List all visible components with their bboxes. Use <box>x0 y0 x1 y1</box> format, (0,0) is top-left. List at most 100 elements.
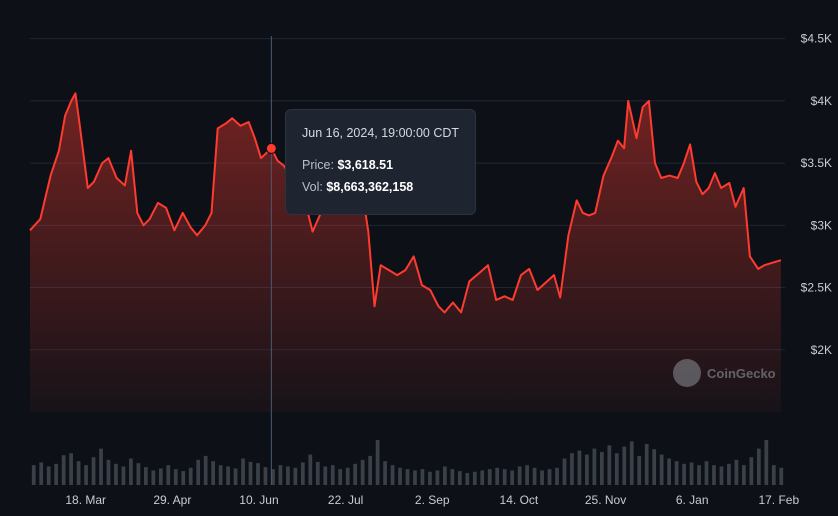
volume-bar <box>547 469 552 485</box>
volume-bar <box>315 461 320 485</box>
volume-bar <box>293 467 298 485</box>
coingecko-watermark: CoinGecko <box>673 359 776 387</box>
volume-bar <box>129 458 133 485</box>
coingecko-logo-icon <box>673 359 701 387</box>
volume-bar <box>742 465 746 485</box>
volume-bar <box>151 470 156 485</box>
volume-bar <box>263 467 268 485</box>
volume-bar <box>764 440 769 485</box>
volume-bar <box>510 470 515 485</box>
volume-bars <box>31 440 784 485</box>
volume-bar <box>562 458 567 485</box>
x-tick-label: 17. Feb <box>758 493 799 507</box>
price-line <box>29 92 782 314</box>
watermark-text: CoinGecko <box>707 365 776 381</box>
volume-bar <box>106 459 111 485</box>
volume-bar <box>248 461 253 485</box>
x-tick-label: 18. Mar <box>65 493 106 507</box>
volume-bar <box>286 466 290 485</box>
volume-bar <box>756 448 761 485</box>
volume-bar <box>398 467 402 485</box>
y-tick-label: $2.5K <box>801 281 832 295</box>
volume-bar <box>779 467 784 485</box>
tooltip-price-value: $3,618.51 <box>337 158 394 172</box>
volume-bar <box>345 467 350 485</box>
volume-bar <box>487 469 492 485</box>
volume-bar <box>368 455 372 485</box>
volume-bar <box>390 465 395 485</box>
volume-bar <box>667 458 672 485</box>
volume-bar <box>338 469 343 485</box>
volume-bar <box>54 463 59 485</box>
volume-bar <box>749 457 754 485</box>
volume-bar <box>734 459 739 485</box>
volume-bar <box>218 465 223 485</box>
volume-bar <box>203 455 208 485</box>
volume-bar <box>592 448 597 485</box>
volume-bar <box>697 465 701 485</box>
volume-bar <box>555 467 559 485</box>
y-tick-label: $2K <box>811 343 832 357</box>
volume-bar <box>226 466 230 485</box>
volume-bar <box>629 441 634 485</box>
tooltip-date: Jun 16, 2024, 19:00:00 CDT <box>302 126 460 140</box>
tooltip-vol-value: $8,663,362,158 <box>326 180 414 194</box>
volume-bar <box>271 469 275 485</box>
volume-bar <box>465 473 470 485</box>
volume-bar <box>480 470 485 485</box>
volume-bar <box>637 455 642 485</box>
volume-bar <box>91 457 96 485</box>
x-tick-label: 14. Oct <box>500 493 539 507</box>
volume-bar <box>540 470 544 485</box>
volume-bar <box>121 466 126 485</box>
volume-bar <box>353 463 358 485</box>
price-area <box>30 93 781 413</box>
volume-bar <box>196 459 201 485</box>
x-tick-label: 25. Nov <box>585 493 626 507</box>
tooltip-price-label: Price: <box>302 158 334 172</box>
volume-bar <box>166 465 171 485</box>
volume-bar <box>61 455 66 485</box>
volume-bar <box>727 463 731 485</box>
volume-bar <box>383 461 387 485</box>
volume-bar <box>323 466 328 485</box>
volume-bar <box>682 463 686 485</box>
volume-bar <box>136 463 141 485</box>
volume-bar <box>472 471 477 485</box>
hover-point <box>265 142 277 154</box>
volume-bar <box>771 465 776 485</box>
volume-bar <box>712 465 716 485</box>
x-axis-labels: 18. Mar 29. Apr 10. Jun 22. Jul 2. Sep 14. Oc… <box>65 493 799 507</box>
volume-bar <box>577 450 582 485</box>
volume-bar <box>599 451 604 485</box>
volume-bar <box>256 463 260 485</box>
volume-bar <box>674 461 679 485</box>
volume-bar <box>308 454 313 485</box>
volume-bar <box>158 468 163 485</box>
y-tick-label: $3.5K <box>801 156 832 170</box>
volume-bar <box>525 465 529 485</box>
y-tick-label: $3K <box>811 218 832 232</box>
price-tooltip: Jun 16, 2024, 19:00:00 CDT Price: $3,618… <box>285 109 476 215</box>
volume-bar <box>39 462 44 485</box>
volume-bar <box>46 466 51 485</box>
y-tick-label: $4K <box>811 94 832 108</box>
volume-bar <box>585 454 589 485</box>
volume-bar <box>188 467 193 485</box>
volume-bar <box>31 465 36 485</box>
volume-bar <box>614 453 619 485</box>
volume-bar <box>517 466 522 485</box>
x-tick-label: 10. Jun <box>239 493 278 507</box>
volume-bar <box>211 461 216 485</box>
volume-bar <box>69 453 73 485</box>
volume-bar <box>143 467 148 485</box>
volume-bar <box>495 467 500 485</box>
x-tick-label: 22. Jul <box>328 493 363 507</box>
volume-bar <box>622 446 627 485</box>
volume-bar <box>457 471 462 485</box>
volume-bar <box>704 461 709 485</box>
volume-bar <box>644 443 649 485</box>
volume-bar <box>719 466 724 485</box>
volume-bar <box>659 454 664 485</box>
